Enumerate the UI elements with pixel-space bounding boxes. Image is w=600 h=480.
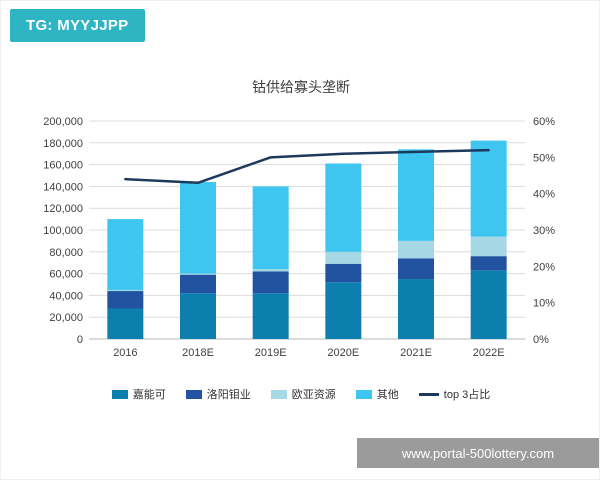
bar-segment-嘉能可 — [107, 308, 144, 339]
bar-segment-其他 — [252, 186, 289, 270]
bar-segment-洛阳钼业 — [470, 256, 507, 271]
bar-segment-嘉能可 — [180, 293, 216, 339]
left-axis-tick: 180,000 — [43, 138, 83, 150]
legend-label: 欧亚资源 — [291, 389, 336, 401]
x-axis-label: 2018E — [182, 347, 214, 359]
legend-label: 洛阳钼业 — [206, 389, 251, 401]
bar-segment-洛阳钼业 — [325, 263, 362, 283]
telegram-badge-text: TG: MYYJJPP — [26, 17, 129, 34]
x-axis-label: 2016 — [113, 347, 137, 359]
bar-segment-洛阳钼业 — [180, 274, 216, 294]
chart-legend: 嘉能可 洛阳钼业 欧亚资源 其他 top 3占比 — [21, 386, 581, 402]
legend-label: 嘉能可 — [132, 389, 166, 401]
right-axis-tick: 50% — [533, 152, 555, 164]
bar-segment-洛阳钼业 — [107, 291, 144, 309]
chart-title: 钴供给寡头垄断 — [252, 79, 350, 95]
left-axis-tick: 200,000 — [43, 116, 83, 128]
bar-segment-洛阳钼业 — [398, 258, 434, 280]
cobalt-supply-chart: 0 20,000 40,000 60,000 80,000 100,000 120,000 1… — [43, 116, 555, 359]
bar-segment-欧亚资源 — [252, 269, 289, 272]
left-axis-tick: 80,000 — [49, 247, 83, 259]
left-axis-tick: 60,000 — [49, 269, 83, 281]
watermark-bar: www.portal-500lottery.com — [357, 438, 599, 468]
bar-segment-欧亚资源 — [325, 251, 362, 264]
left-axis-tick: 120,000 — [43, 203, 83, 215]
bar-segment-其他 — [470, 140, 507, 237]
bar-segment-嘉能可 — [470, 270, 507, 339]
legend-line-swatch — [418, 392, 439, 396]
bar-segment-其他 — [180, 182, 216, 274]
legend-color-swatch — [185, 389, 202, 399]
legend-item: 嘉能可 — [111, 386, 166, 402]
chart-card: 钴供给寡头垄断 0 20,000 40,000 60,000 80,000 100,000… — [21, 77, 581, 402]
bar-segment-欧亚资源 — [470, 236, 507, 257]
left-axis-tick: 0 — [77, 334, 83, 346]
line-top 3占比 — [124, 148, 490, 185]
right-axis-tick: 30% — [533, 225, 555, 237]
legend-color-swatch — [270, 389, 287, 399]
x-axis-label: 2019E — [255, 347, 287, 359]
x-axis-label: 2021E — [400, 347, 432, 359]
bar-segment-嘉能可 — [252, 293, 289, 339]
legend-item: top 3占比 — [418, 386, 491, 402]
legend-color-swatch — [111, 389, 128, 399]
legend-item: 欧亚资源 — [270, 386, 336, 402]
legend-item: 其他 — [355, 386, 399, 402]
left-axis-tick: 40,000 — [49, 290, 83, 302]
bar-segment-其他 — [107, 219, 144, 290]
legend-label: top 3占比 — [443, 389, 491, 401]
bar-segment-欧亚资源 — [107, 289, 144, 292]
bar-segment-其他 — [398, 149, 434, 241]
telegram-badge: TG: MYYJJPP — [10, 9, 145, 42]
right-axis-tick: 0% — [533, 334, 549, 346]
bar-segment-欧亚资源 — [180, 273, 216, 275]
left-axis-tick: 140,000 — [43, 181, 83, 193]
legend-item: 洛阳钼业 — [185, 386, 251, 402]
legend-label: 其他 — [376, 389, 399, 401]
left-axis-tick: 160,000 — [43, 160, 83, 172]
right-axis-tick: 40% — [533, 189, 555, 201]
x-axis-label: 2020E — [327, 347, 359, 359]
left-axis-tick: 20,000 — [49, 312, 83, 324]
right-axis-tick: 10% — [533, 298, 555, 310]
bar-segment-其他 — [325, 163, 362, 252]
bar-segment-欧亚资源 — [398, 240, 434, 259]
right-axis-tick: 20% — [533, 261, 555, 273]
bar-segment-嘉能可 — [398, 279, 434, 339]
legend-color-swatch — [355, 389, 372, 399]
left-axis-tick: 100,000 — [43, 225, 83, 237]
x-axis-label: 2022E — [473, 347, 505, 359]
bar-segment-洛阳钼业 — [252, 271, 289, 294]
watermark-text: www.portal-500lottery.com — [401, 445, 555, 461]
bar-segment-嘉能可 — [325, 282, 362, 339]
right-axis-tick: 60% — [533, 116, 555, 128]
